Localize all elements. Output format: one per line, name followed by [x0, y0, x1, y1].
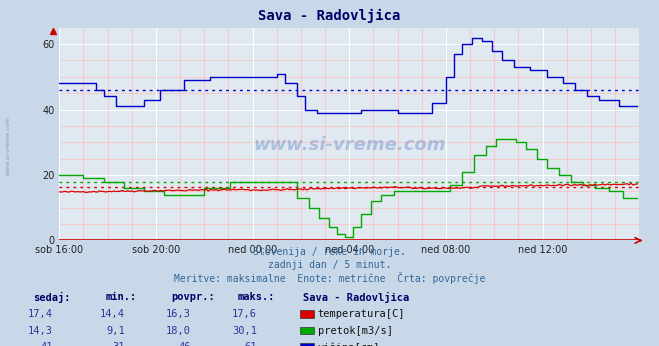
Text: temperatura[C]: temperatura[C] — [318, 309, 405, 319]
Text: 9,1: 9,1 — [107, 326, 125, 336]
Text: sedaj:: sedaj: — [33, 292, 71, 303]
Text: 18,0: 18,0 — [166, 326, 191, 336]
Text: 14,3: 14,3 — [28, 326, 53, 336]
Text: pretok[m3/s]: pretok[m3/s] — [318, 326, 393, 336]
Text: Meritve: maksimalne  Enote: metrične  Črta: povprečje: Meritve: maksimalne Enote: metrične Črta… — [174, 272, 485, 284]
Text: min.:: min.: — [105, 292, 136, 302]
Text: 30,1: 30,1 — [232, 326, 257, 336]
Text: 17,4: 17,4 — [28, 309, 53, 319]
Text: 16,3: 16,3 — [166, 309, 191, 319]
Text: Slovenija / reke in morje.: Slovenija / reke in morje. — [253, 247, 406, 257]
Text: 41: 41 — [40, 342, 53, 346]
Text: 46: 46 — [179, 342, 191, 346]
Text: 14,4: 14,4 — [100, 309, 125, 319]
Text: 17,6: 17,6 — [232, 309, 257, 319]
Text: povpr.:: povpr.: — [171, 292, 215, 302]
Text: 31: 31 — [113, 342, 125, 346]
Text: Sava - Radovljica: Sava - Radovljica — [303, 292, 409, 303]
Text: www.si-vreme.com: www.si-vreme.com — [253, 136, 445, 154]
Text: 61: 61 — [244, 342, 257, 346]
Text: višina[cm]: višina[cm] — [318, 342, 380, 346]
Text: maks.:: maks.: — [237, 292, 275, 302]
Text: Sava - Radovljica: Sava - Radovljica — [258, 9, 401, 23]
Text: zadnji dan / 5 minut.: zadnji dan / 5 minut. — [268, 260, 391, 270]
Text: www.si-vreme.com: www.si-vreme.com — [5, 116, 11, 175]
